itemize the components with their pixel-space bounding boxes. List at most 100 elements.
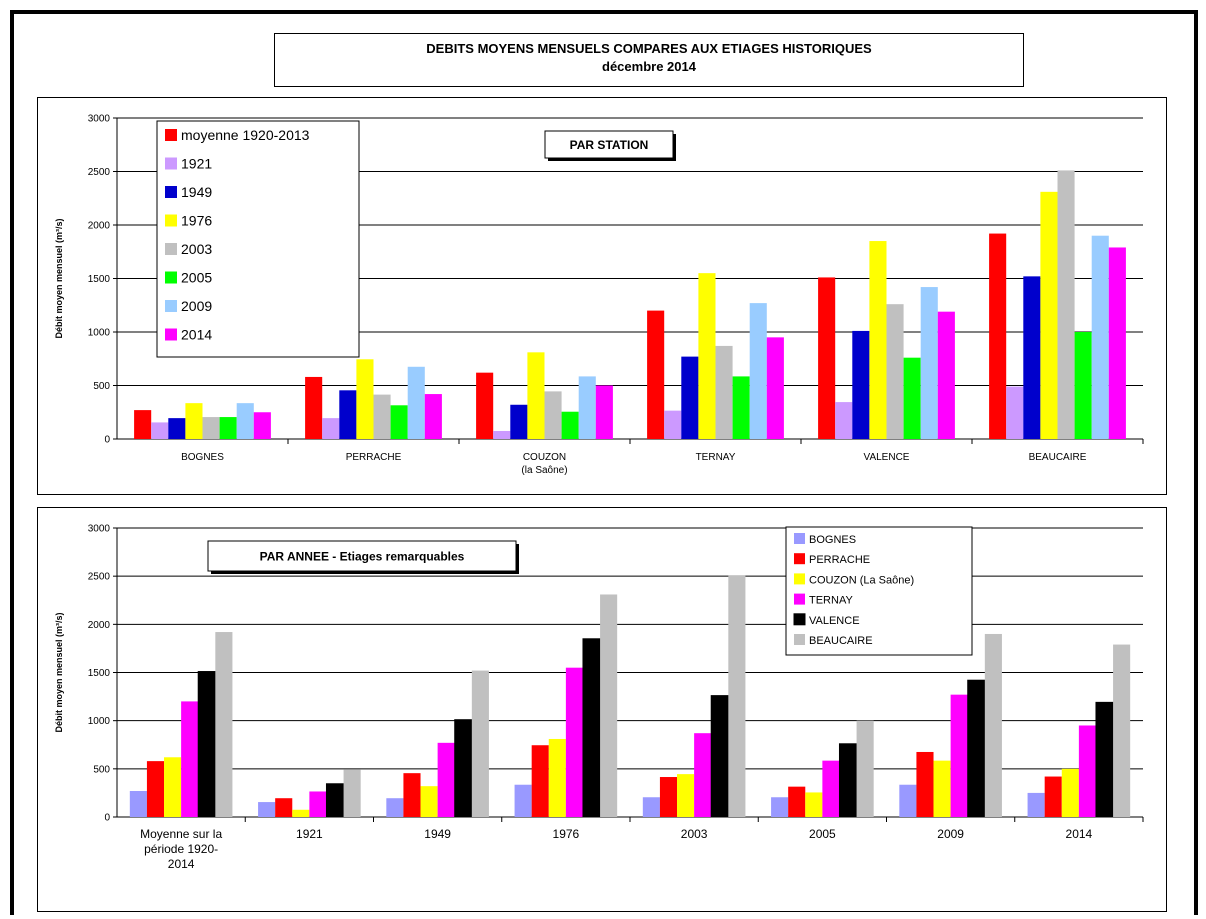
- bar: [903, 357, 921, 439]
- bar: [1091, 235, 1109, 439]
- legend-label: COUZON (La Saône): [809, 574, 914, 586]
- bar: [253, 412, 271, 439]
- legend-label: 2005: [181, 270, 212, 286]
- legend-swatch: [794, 634, 805, 645]
- bar: [582, 638, 601, 818]
- legend-label: BOGNES: [809, 534, 856, 546]
- x-tick-label: 2009: [937, 827, 964, 841]
- x-tick-label-line: 2005: [809, 827, 836, 841]
- x-tick-label: PERRACHE: [346, 452, 402, 463]
- bar: [386, 798, 404, 817]
- x-tick-label-line: COUZON: [523, 452, 566, 463]
- header-subtitle: décembre 2014: [602, 59, 696, 74]
- legend-swatch: [165, 271, 177, 284]
- x-tick-label: 2005: [809, 827, 836, 841]
- x-tick-label: 1921: [296, 827, 323, 841]
- bar: [852, 330, 870, 439]
- bar: [531, 745, 549, 817]
- bar: [325, 783, 345, 818]
- bar: [869, 241, 887, 439]
- bar: [305, 376, 323, 439]
- bar: [322, 418, 340, 439]
- chart-year: 0 500 1000 1500 2000 2500 3000 Débit moyen mens…: [54, 524, 1144, 871]
- y-tick-label: 3000: [88, 524, 111, 535]
- legend-label: moyenne 1920-2013: [181, 127, 310, 143]
- bar: [916, 751, 934, 817]
- bar: [835, 402, 853, 439]
- y-tick-label: 500: [93, 764, 110, 775]
- bar: [561, 411, 579, 439]
- chart-panel-station: 0 500 1000 1500 2000 2500 3000 Débit moyen mens…: [37, 97, 1167, 495]
- x-tick-label: TERNAY: [696, 452, 736, 463]
- bar: [698, 273, 716, 439]
- y-tick-label: 1500: [88, 274, 111, 285]
- legend-label: BEAUCAIRE: [809, 635, 873, 647]
- bar: [838, 743, 858, 818]
- bar: [856, 720, 874, 817]
- bar: [766, 337, 784, 439]
- legend-label: 1976: [181, 213, 212, 229]
- y-axis-label: Débit moyen mensuel (m³/s): [54, 218, 64, 338]
- bar: [920, 287, 938, 439]
- bar: [1040, 191, 1058, 439]
- bar: [647, 310, 665, 439]
- y-tick-label: 0: [104, 813, 110, 824]
- bar: [146, 761, 165, 817]
- x-tick-label-line: BEAUCAIRE: [1029, 452, 1087, 463]
- legend-label: 2003: [181, 241, 212, 257]
- bar: [275, 798, 293, 817]
- chart-title-box: [544, 130, 674, 159]
- bar: [420, 786, 438, 817]
- legend-swatch: [165, 157, 177, 170]
- header-title: DEBITS MOYENS MENSUELS COMPARES AUX ETIA…: [426, 41, 872, 56]
- bar: [292, 809, 310, 817]
- bar: [134, 410, 152, 439]
- legend-swatch: [165, 129, 177, 141]
- bar: [771, 797, 789, 817]
- bar: [950, 694, 968, 817]
- legend-swatch: [165, 328, 177, 341]
- x-tick-label-line: 2014: [168, 857, 195, 871]
- x-tick-label-line: BOGNES: [181, 452, 224, 463]
- bar: [694, 733, 712, 817]
- bar: [805, 792, 823, 817]
- bar: [642, 797, 660, 817]
- legend-swatch: [794, 553, 805, 565]
- x-tick-label-line: 2003: [681, 827, 708, 841]
- x-tick-label-line: 2014: [1066, 827, 1093, 841]
- bar: [527, 352, 545, 439]
- legend-swatch: [794, 593, 805, 605]
- chart-title: PAR ANNEE - Etiages remarquables: [260, 550, 465, 564]
- x-tick-label: BEAUCAIRE: [1029, 452, 1087, 463]
- y-tick-label: 2000: [88, 620, 111, 631]
- legend-label: 1921: [181, 156, 212, 172]
- bar: [732, 376, 750, 439]
- bar: [168, 418, 186, 439]
- bar: [514, 784, 532, 817]
- chart-station: 0 500 1000 1500 2000 2500 3000 Débit moyen mens…: [54, 114, 1144, 476]
- legend-swatch: [794, 573, 805, 585]
- x-tick-label-line: 1949: [424, 827, 451, 841]
- bar: [595, 385, 613, 439]
- legend-box: [156, 120, 360, 358]
- y-axis-label: Débit moyen mensuel (m³/s): [54, 612, 64, 732]
- y-tick-label: 1000: [88, 328, 111, 339]
- legend-box: [785, 526, 973, 656]
- x-tick-label-line: période 1920-: [144, 842, 218, 856]
- legend-swatch: [793, 613, 806, 626]
- x-tick-label-line: (la Saône): [521, 465, 567, 476]
- bar: [677, 774, 695, 817]
- bar: [1074, 332, 1092, 439]
- bar: [1095, 701, 1114, 818]
- bar: [886, 304, 904, 439]
- x-tick-label-line: PERRACHE: [346, 452, 402, 463]
- bar: [151, 422, 169, 439]
- bar: [984, 633, 1002, 817]
- bar: [1108, 247, 1126, 439]
- bar: [437, 742, 455, 817]
- page-frame: [10, 10, 1198, 915]
- bar: [600, 594, 618, 817]
- bar: [181, 701, 199, 817]
- bar: [818, 277, 836, 439]
- bar: [390, 405, 408, 439]
